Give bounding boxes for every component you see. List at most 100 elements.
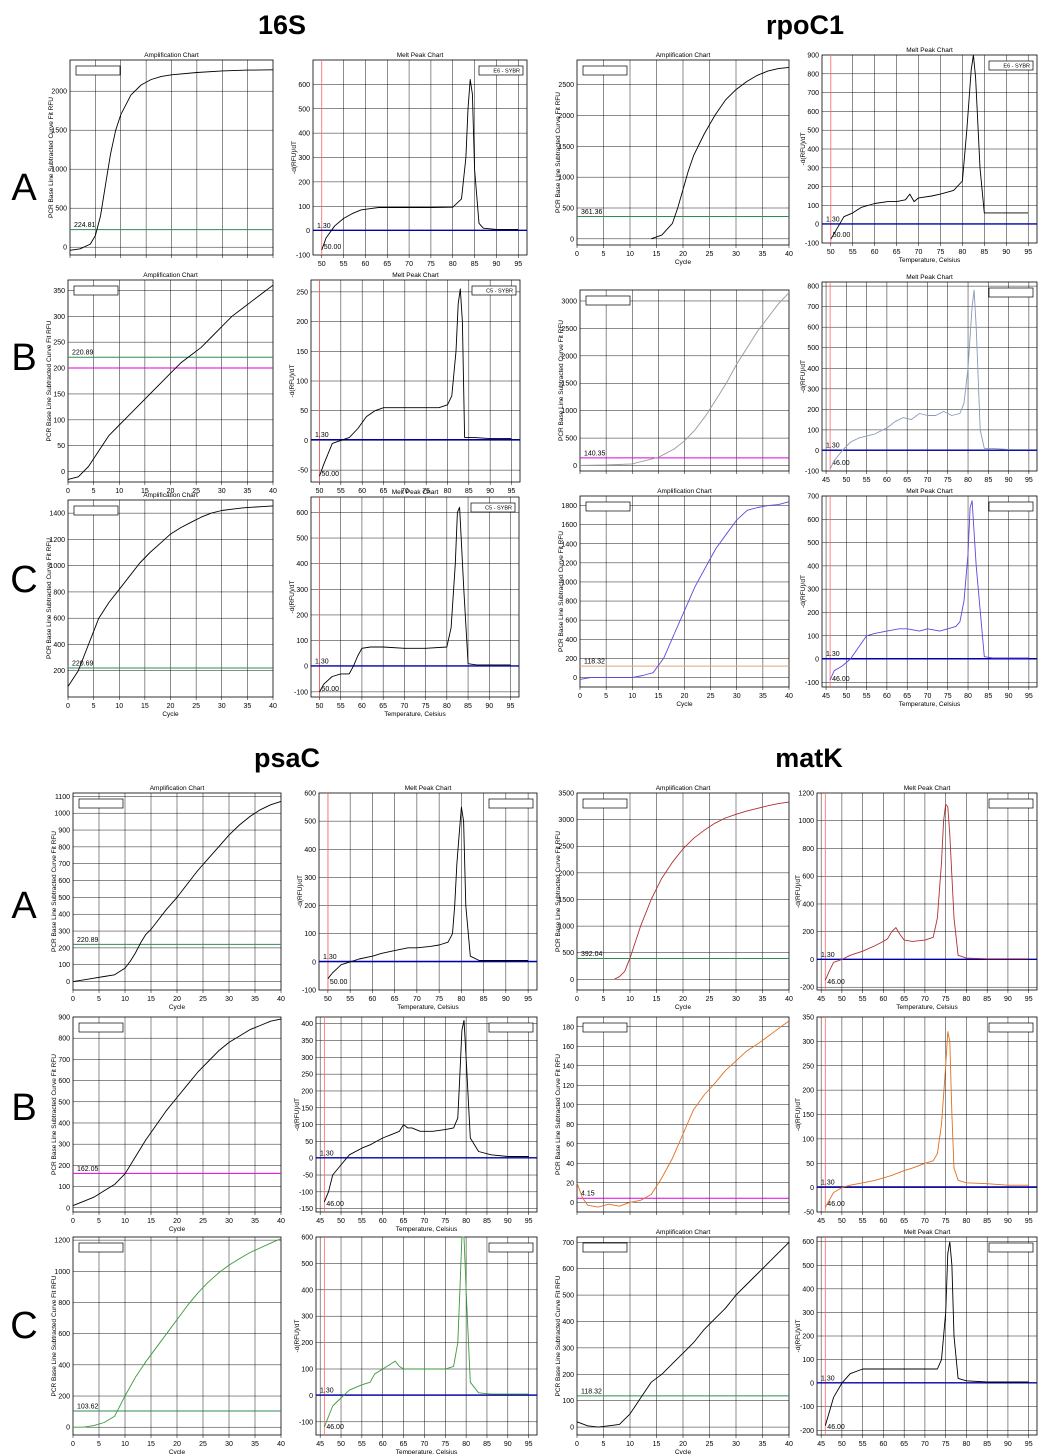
x-tick-label: 70 bbox=[401, 488, 409, 495]
x-axis-label: Temperature, Celsius bbox=[397, 1004, 459, 1011]
y-tick-label: 500 bbox=[296, 536, 308, 543]
x-tick-label: 10 bbox=[121, 1218, 129, 1225]
legend-box bbox=[471, 285, 517, 296]
x-tick-label: 55 bbox=[863, 693, 871, 700]
threshold-label: 1.30 bbox=[821, 1179, 835, 1186]
data-series-line bbox=[67, 505, 274, 687]
threshold-label: 162.05 bbox=[77, 1166, 99, 1173]
x-tick-label: 35 bbox=[243, 488, 251, 495]
x-tick-label: 25 bbox=[707, 693, 715, 700]
x-tick-label: 20 bbox=[679, 1441, 687, 1448]
x-tick-label: 95 bbox=[1025, 693, 1033, 700]
x-tick-label: 50 bbox=[838, 996, 846, 1003]
x-tick-label: 5 bbox=[602, 251, 606, 258]
x-tick-label: 0 bbox=[575, 251, 579, 258]
x-axis-label: Temperature, Celsius bbox=[396, 1449, 458, 1454]
x-axis-label: Temperature, Celsius bbox=[396, 1226, 458, 1233]
panel-rpoC1-A-amp: 0 500 1000 1500 2000 2500 0 5 10 15 20 25 30 35 40 Ampl… bbox=[555, 52, 793, 266]
legend-box bbox=[75, 65, 121, 76]
threshold-label: 1.30 bbox=[315, 432, 329, 439]
row-label-bottom-b: B bbox=[11, 1087, 36, 1129]
x-tick-label: 95 bbox=[1025, 996, 1033, 1003]
y-tick-label: 0 bbox=[570, 977, 574, 984]
x-tick-label: 40 bbox=[785, 996, 793, 1003]
start-temperature-label: 50.00 bbox=[322, 471, 340, 478]
y-tick-label: 400 bbox=[301, 1021, 313, 1028]
y-tick-label: 500 bbox=[298, 106, 310, 113]
y-axis-label: -d(RFU)/dT bbox=[289, 365, 296, 398]
y-tick-label: -100 bbox=[800, 1404, 814, 1411]
y-tick-label: -100 bbox=[805, 469, 819, 476]
y-tick-label: 160 bbox=[562, 1044, 574, 1051]
x-tick-label: 70 bbox=[924, 477, 932, 484]
y-tick-label: 2500 bbox=[558, 844, 574, 851]
panel-rpoC1-B-amp: 0 500 1000 1500 2000 2500 3000 PCR Base Line Su… bbox=[558, 289, 790, 474]
x-tick-label: 85 bbox=[983, 1218, 991, 1225]
x-tick-label: 65 bbox=[900, 996, 908, 1003]
panel-rpoC1-C-amp: 0 200 400 600 800 1000 1200 1400 1600 1800 0 5 10 15 2… bbox=[558, 488, 793, 708]
y-tick-label: 300 bbox=[296, 587, 308, 594]
y-tick-label: 600 bbox=[565, 618, 577, 625]
panel-16S-A-amp: 0 500 1000 1500 2000 Amplification Chart PCR B… bbox=[48, 52, 274, 258]
y-tick-label: 800 bbox=[807, 284, 819, 291]
y-tick-label: 300 bbox=[304, 875, 316, 882]
x-tick-label: 90 bbox=[502, 996, 510, 1003]
legend-text: E6 - SYBR bbox=[1003, 64, 1030, 70]
panel-matK-A-amp: 0 500 1000 1500 2000 2500 3000 3500 0 5 10 15 20 25 30… bbox=[555, 785, 793, 1011]
x-tick-label: 40 bbox=[785, 1441, 793, 1448]
x-tick-label: 45 bbox=[817, 1218, 825, 1225]
x-tick-label: 95 bbox=[508, 488, 516, 495]
y-axis-label: -d(RFU)/dT bbox=[800, 575, 807, 608]
row-label-bottom-c: C bbox=[10, 1305, 37, 1347]
x-tick-label: 90 bbox=[504, 1441, 512, 1448]
y-tick-label: 0 bbox=[570, 1425, 574, 1432]
legend-box bbox=[488, 1242, 534, 1253]
y-axis-label: PCR Base Line Subtracted Curve Fit RFU bbox=[48, 97, 55, 218]
x-tick-label: 5 bbox=[604, 693, 608, 700]
y-tick-label: 0 bbox=[66, 1205, 70, 1212]
legend-box bbox=[988, 60, 1034, 71]
x-tick-label: 15 bbox=[653, 1441, 661, 1448]
x-tick-label: 80 bbox=[963, 1441, 971, 1448]
panel-title: Melt Peak Chart bbox=[906, 47, 953, 54]
legend-box bbox=[582, 1022, 628, 1033]
x-tick-label: 55 bbox=[337, 703, 345, 710]
y-axis-label: PCR Base Line Subtracted Curve Fit RFU bbox=[555, 92, 562, 213]
threshold-label: 1.30 bbox=[821, 1375, 835, 1382]
data-series-line bbox=[613, 801, 790, 980]
panel-title: Amplification Chart bbox=[656, 52, 711, 59]
start-temperature-label: 50.00 bbox=[330, 979, 348, 986]
x-tick-label: 10 bbox=[115, 488, 123, 495]
x-tick-label: 20 bbox=[173, 996, 181, 1003]
y-axis-label: -d(RFU)/dT bbox=[297, 875, 304, 908]
y-tick-label: 50 bbox=[305, 1139, 313, 1146]
y-tick-label: 100 bbox=[562, 1102, 574, 1109]
y-tick-label: 0 bbox=[810, 957, 814, 964]
start-temperature-label: 46.00 bbox=[827, 1201, 845, 1208]
legend-text: C5 - SYBR bbox=[486, 289, 513, 295]
x-tick-label: 80 bbox=[959, 249, 967, 256]
x-tick-label: 90 bbox=[1005, 693, 1013, 700]
y-tick-label: 3000 bbox=[561, 298, 577, 305]
x-tick-label: 0 bbox=[575, 1441, 579, 1448]
x-tick-label: 75 bbox=[422, 703, 430, 710]
x-tick-label: 60 bbox=[880, 1218, 888, 1225]
y-tick-label: 600 bbox=[301, 1235, 313, 1242]
y-tick-label: 200 bbox=[301, 1340, 313, 1347]
y-tick-label: 0 bbox=[570, 1200, 574, 1207]
row-label-top-a: A bbox=[11, 167, 37, 209]
data-series-line bbox=[576, 1020, 790, 1208]
y-axis-label: PCR Base Line Subtracted Curve Fit RFU bbox=[46, 538, 53, 659]
y-tick-label: 1600 bbox=[561, 522, 577, 529]
y-tick-label: 100 bbox=[301, 1367, 313, 1374]
x-tick-label: 75 bbox=[942, 1218, 950, 1225]
panel-psaC-B-melt: -150 -100 -50 0 50 100 150 200 250 300 350 400 45 50 5… bbox=[294, 1016, 538, 1233]
x-tick-label: 50 bbox=[318, 261, 326, 268]
legend-box bbox=[78, 1242, 124, 1253]
y-tick-label: 400 bbox=[802, 1286, 814, 1293]
y-tick-label: -100 bbox=[805, 241, 819, 248]
y-tick-label: 3000 bbox=[558, 817, 574, 824]
x-tick-label: 70 bbox=[421, 1441, 429, 1448]
x-tick-label: 75 bbox=[942, 996, 950, 1003]
